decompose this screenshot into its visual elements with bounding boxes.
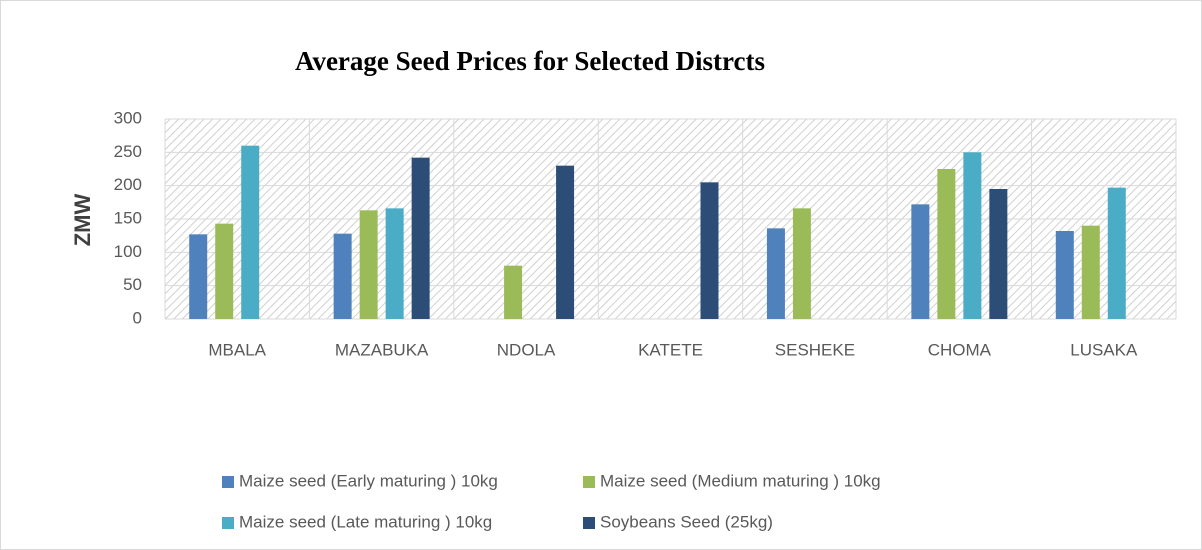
bar bbox=[1081, 225, 1100, 319]
legend-label: Maize seed (Medium maturing ) 10kg bbox=[600, 471, 881, 490]
bar bbox=[359, 210, 378, 319]
legend-swatch bbox=[222, 517, 234, 529]
y-tick-label: 0 bbox=[133, 308, 142, 327]
y-axis-label: ZMW bbox=[70, 194, 95, 247]
x-tick-label: MAZABUKA bbox=[335, 340, 429, 359]
bar bbox=[911, 204, 930, 319]
y-tick-label: 300 bbox=[114, 108, 142, 127]
x-tick-label: SESHEKE bbox=[775, 340, 855, 359]
bar bbox=[700, 182, 719, 319]
bar bbox=[241, 145, 260, 319]
y-tick-label: 50 bbox=[123, 275, 142, 294]
y-tick-label: 100 bbox=[114, 242, 142, 261]
x-tick-label: LUSAKA bbox=[1070, 340, 1138, 359]
y-tick-label: 250 bbox=[114, 142, 142, 161]
bar bbox=[189, 234, 208, 319]
x-tick-label: CHOMA bbox=[928, 340, 992, 359]
x-tick-label: KATETE bbox=[638, 340, 703, 359]
x-tick-label: NDOLA bbox=[497, 340, 556, 359]
y-tick-label: 150 bbox=[114, 208, 142, 227]
bar bbox=[792, 208, 811, 319]
legend-label: Soybeans Seed (25kg) bbox=[600, 512, 773, 531]
bar bbox=[766, 228, 785, 319]
bar bbox=[963, 152, 982, 319]
bar bbox=[1055, 231, 1074, 319]
bar bbox=[385, 208, 404, 319]
bar bbox=[1107, 187, 1126, 319]
legend-swatch bbox=[583, 476, 595, 488]
legend-swatch bbox=[583, 517, 595, 529]
legend-swatch bbox=[222, 476, 234, 488]
bar bbox=[989, 189, 1008, 319]
legend-label: Maize seed (Early maturing ) 10kg bbox=[239, 471, 498, 490]
chart-title: Average Seed Prices for Selected Distrct… bbox=[295, 46, 765, 76]
legend-label: Maize seed (Late maturing ) 10kg bbox=[239, 512, 492, 531]
y-tick-label: 200 bbox=[114, 175, 142, 194]
bar bbox=[504, 265, 523, 319]
bar bbox=[556, 165, 575, 319]
bar bbox=[411, 157, 430, 319]
bar bbox=[333, 233, 352, 319]
bar bbox=[215, 223, 234, 319]
x-tick-label: MBALA bbox=[208, 340, 266, 359]
bar bbox=[937, 169, 956, 319]
